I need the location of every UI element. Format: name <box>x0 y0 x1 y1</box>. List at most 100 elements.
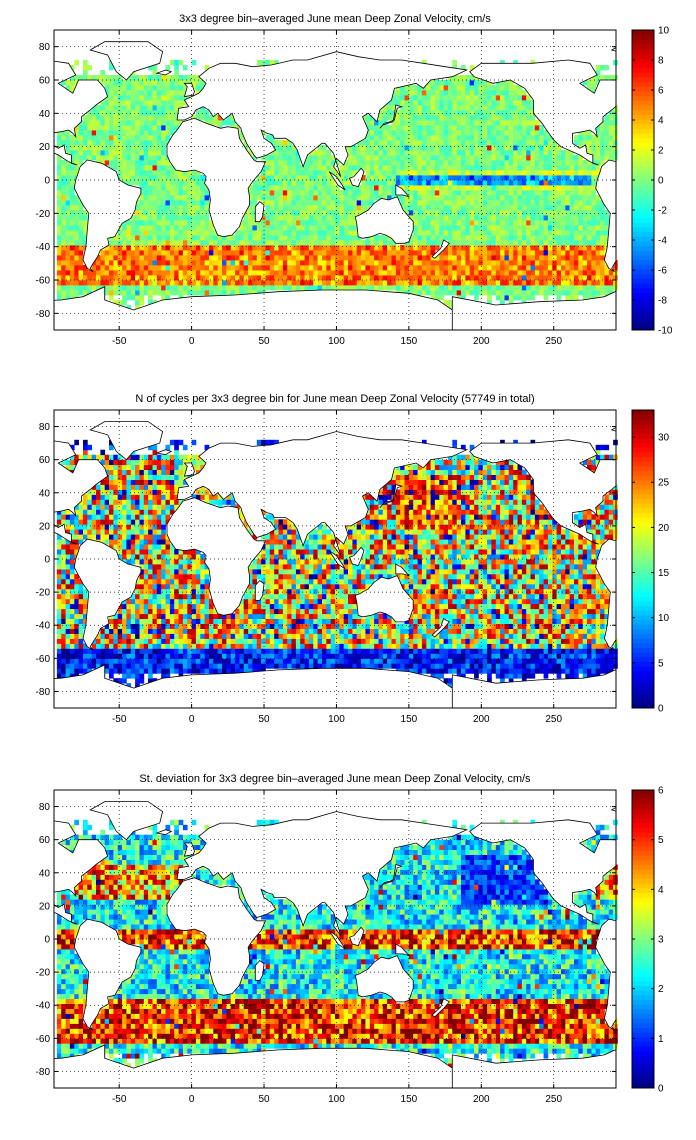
bin-cell <box>378 245 384 251</box>
bin-cell <box>413 663 418 669</box>
bin-cell <box>556 653 562 659</box>
bin-cell <box>534 175 540 181</box>
bin-cell <box>487 295 492 301</box>
bin-cell <box>408 250 414 256</box>
bin-cell <box>439 275 444 281</box>
bin-cell <box>239 255 245 261</box>
bin-cell <box>552 170 557 176</box>
bin-cell <box>421 280 427 286</box>
bin-cell <box>83 70 88 76</box>
bin-cell <box>465 215 471 221</box>
bin-cell <box>122 175 127 181</box>
bin-cell <box>278 215 284 221</box>
bin-cell <box>574 240 579 246</box>
bin-cell <box>565 290 570 296</box>
bin-cell <box>122 663 127 669</box>
bin-cell <box>582 225 588 231</box>
bin-cell <box>552 663 557 669</box>
bin-cell <box>74 160 79 166</box>
bin-cell <box>352 250 358 256</box>
bin-cell <box>317 280 323 286</box>
bin-cell <box>243 250 249 256</box>
colorbar-segment <box>632 194 654 200</box>
bin-cell <box>83 225 88 231</box>
bin-cell <box>400 155 405 161</box>
colorbar-segment <box>632 58 654 64</box>
bin-cell <box>139 205 145 211</box>
bin-cell <box>508 95 514 101</box>
bin-cell <box>130 75 136 81</box>
bin-cell <box>269 210 275 216</box>
bin-cell <box>561 250 566 256</box>
bin-cell <box>413 280 418 286</box>
bin-cell <box>308 235 314 241</box>
bin-cell <box>361 250 366 256</box>
bin-cell <box>269 663 275 669</box>
bin-cell <box>404 85 410 91</box>
bin-cell <box>330 270 336 276</box>
bin-cell <box>430 250 436 256</box>
bin-cell <box>495 100 501 106</box>
bin-cell <box>452 140 457 146</box>
bin-cell <box>395 285 401 291</box>
bin-cell <box>352 235 358 241</box>
bin-cell <box>521 185 527 191</box>
bin-cell <box>352 215 358 221</box>
bin-cell <box>352 195 358 201</box>
bin-cell <box>395 135 401 141</box>
bin-cell <box>561 255 566 261</box>
bin-cell <box>126 135 132 141</box>
bin-cell <box>139 165 145 171</box>
bin-cell <box>482 155 488 161</box>
bin-cell <box>456 270 462 276</box>
bin-cell <box>508 180 514 186</box>
bin-cell <box>478 175 484 181</box>
bin-cell <box>543 200 549 206</box>
bin-cell <box>61 230 66 236</box>
bin-cell <box>100 145 106 151</box>
bin-cell <box>487 130 492 136</box>
bin-cell <box>139 250 145 256</box>
bin-cell <box>465 175 471 181</box>
bin-cell <box>421 90 427 96</box>
bin-cell <box>256 195 262 201</box>
bin-cell <box>148 185 153 191</box>
colorbar-tick-label: -10 <box>658 326 673 337</box>
bin-cell <box>504 125 510 131</box>
coastline <box>328 171 346 191</box>
bin-cell <box>265 225 271 231</box>
bin-cell <box>365 125 371 131</box>
bin-cell <box>343 200 349 206</box>
bin-cell <box>543 230 549 236</box>
bin-cell <box>369 250 375 256</box>
bin-cell <box>282 165 288 171</box>
bin-cell <box>91 150 97 156</box>
bin-cell <box>265 175 271 181</box>
colorbar-segment <box>632 278 654 284</box>
bin-cell <box>521 205 527 211</box>
bin-cell <box>456 75 462 81</box>
bin-cell <box>521 270 527 276</box>
bin-cell <box>487 230 492 236</box>
bin-cell <box>239 240 245 246</box>
bin-cell <box>226 658 232 664</box>
bin-cell <box>408 125 414 131</box>
bin-cell <box>482 85 488 91</box>
bin-cell <box>495 140 501 146</box>
bin-cell <box>156 255 162 261</box>
bin-cell <box>478 285 484 291</box>
bin-cell <box>517 125 523 131</box>
bin-cell <box>513 230 518 236</box>
bin-cell <box>361 658 366 664</box>
bin-cell <box>74 140 79 146</box>
bin-cell <box>482 265 488 271</box>
bin-cell <box>565 260 570 266</box>
bin-cell <box>443 300 449 306</box>
bin-cell <box>117 245 123 251</box>
bin-cell <box>569 235 575 241</box>
bin-cell <box>308 200 314 206</box>
bin-cell <box>543 160 549 166</box>
bin-cell <box>439 110 444 116</box>
bin-cell <box>252 190 258 196</box>
bin-cell <box>430 663 436 669</box>
